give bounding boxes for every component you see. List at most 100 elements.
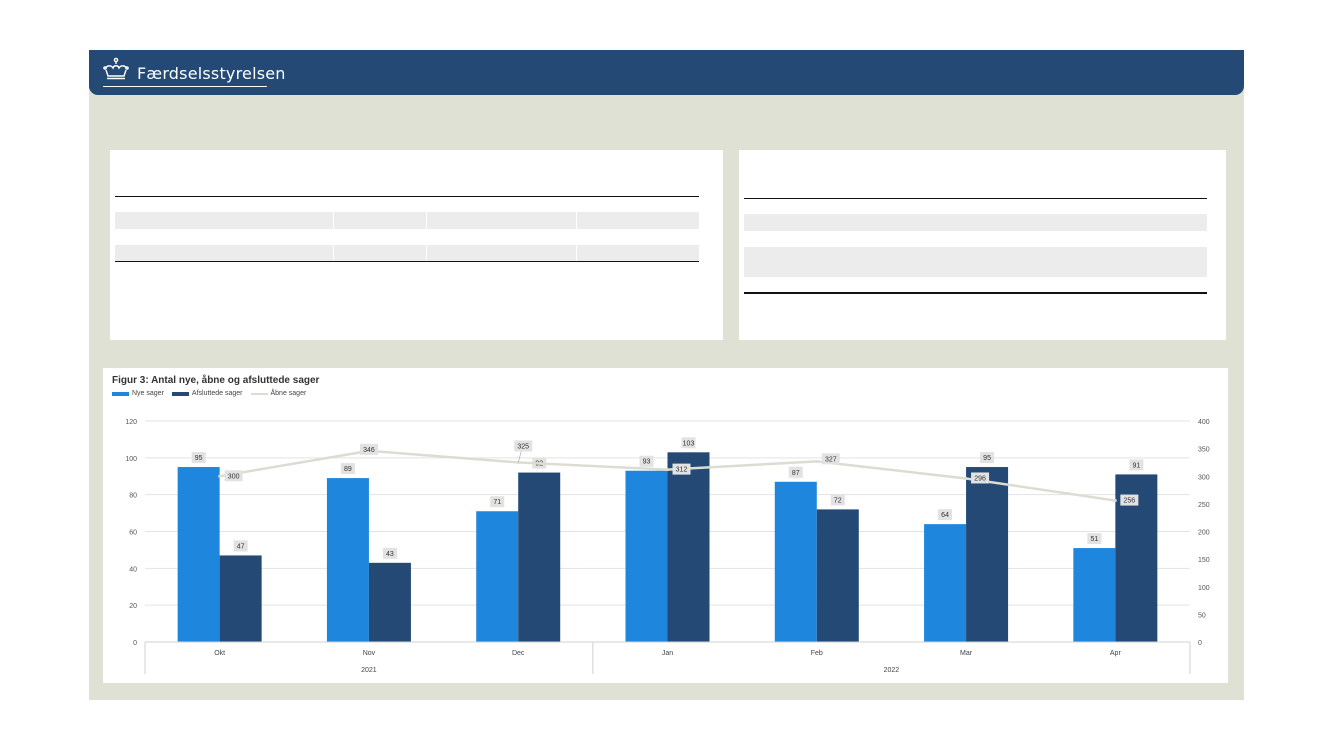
line-point-aabne xyxy=(815,459,819,463)
data-label: 71 xyxy=(493,499,501,506)
x-tick-label: Nov xyxy=(363,650,376,657)
legend-swatch-afsluttede xyxy=(171,391,189,396)
chart-panel: Figur 3: Antal nye, åbne og afsluttede s… xyxy=(103,368,1228,683)
y-tick-label: 60 xyxy=(129,530,137,537)
legend-item-aabne: Åbne sager xyxy=(250,390,307,397)
table-row-shaded xyxy=(115,212,699,229)
chart-title: Figur 3: Antal nye, åbne og afsluttede s… xyxy=(112,375,320,386)
group-label: 2021 xyxy=(361,667,377,674)
data-label: 93 xyxy=(643,459,651,466)
data-label-box xyxy=(191,452,206,464)
data-label: 95 xyxy=(983,455,991,462)
table-top-rule xyxy=(744,198,1207,199)
column-separator xyxy=(426,197,427,261)
column-separator xyxy=(576,197,577,261)
table-panel-right xyxy=(739,150,1226,340)
bar-afsluttede-sager xyxy=(518,472,561,642)
brand-name: Færdselsstyrelsen xyxy=(137,64,286,83)
data-label-box xyxy=(821,453,840,465)
y2-tick-label: 300 xyxy=(1198,474,1210,481)
table-bottom-rule xyxy=(115,261,699,262)
line-point-aabne xyxy=(1113,499,1117,503)
bar-nye-sager xyxy=(476,511,519,642)
legend-swatch-nye xyxy=(112,391,129,396)
chart-plot: 0 20 40 60 80 100 120 0 50 100 150 200 250 300 350 400 9… xyxy=(125,419,1210,674)
group-label: 2022 xyxy=(884,667,900,674)
data-label: 312 xyxy=(676,467,688,474)
y-tick-label: 40 xyxy=(129,566,137,573)
data-label-box xyxy=(1129,459,1144,471)
data-label-box xyxy=(233,540,248,552)
legend-item-nye: Nye sager xyxy=(112,390,164,397)
bar-nye-sager xyxy=(177,467,220,642)
bar-nye-sager xyxy=(625,470,668,642)
data-label: 325 xyxy=(517,443,529,450)
data-label: 91 xyxy=(1132,462,1140,469)
data-label-box xyxy=(382,547,397,559)
y2-tick-label: 350 xyxy=(1198,447,1210,454)
y-tick-label: 120 xyxy=(125,419,137,426)
line-point-aabne xyxy=(964,476,968,480)
x-tick-label: Mar xyxy=(960,650,973,657)
y-tick-label: 20 xyxy=(129,603,137,610)
brand-underline xyxy=(103,86,267,87)
legend-label-aabne: Åbne sager xyxy=(270,390,307,397)
x-tick-label: Jan xyxy=(662,650,673,657)
header-bar: Færdselsstyrelsen xyxy=(89,50,1244,95)
column-separator xyxy=(333,197,334,261)
bar-afsluttede-sager xyxy=(219,555,262,642)
data-label-box xyxy=(514,440,533,452)
data-label-box xyxy=(359,443,378,455)
bar-nye-sager xyxy=(924,524,967,642)
data-label-box xyxy=(681,437,696,449)
table-bottom-rule xyxy=(744,292,1207,294)
y2-tick-label: 400 xyxy=(1198,419,1210,426)
y2-tick-label: 150 xyxy=(1198,557,1210,564)
bar-afsluttede-sager xyxy=(667,452,710,642)
bar-afsluttede-sager xyxy=(816,509,859,642)
y2-tick-label: 250 xyxy=(1198,502,1210,509)
legend-label-afsluttede: Afsluttede sager xyxy=(191,390,243,397)
data-label-box xyxy=(639,455,654,467)
data-label: 300 xyxy=(228,473,240,480)
data-label-box xyxy=(1087,533,1102,545)
y-tick-label: 100 xyxy=(125,456,137,463)
data-label: 103 xyxy=(683,440,695,447)
data-label-box xyxy=(971,472,990,484)
data-label-box xyxy=(490,496,505,508)
y-tick-label: 80 xyxy=(129,493,137,500)
table-row-shaded xyxy=(744,247,1207,277)
data-label: 64 xyxy=(941,512,949,519)
y2-tick-label: 200 xyxy=(1198,530,1210,537)
data-label: 43 xyxy=(386,551,394,558)
data-label: 51 xyxy=(1090,536,1098,543)
y-tick-label: 0 xyxy=(133,640,137,647)
bar-afsluttede-sager xyxy=(368,562,411,642)
data-label: 95 xyxy=(195,455,203,462)
bar-nye-sager xyxy=(774,481,817,642)
bar-nye-sager xyxy=(1073,548,1116,642)
x-tick-label: Okt xyxy=(214,650,225,657)
report-frame: Færdselsstyrelsen Figur 3: Antal nye, åb… xyxy=(89,50,1244,700)
data-label: 87 xyxy=(792,470,800,477)
data-label: 72 xyxy=(834,497,842,504)
legend-label-nye: Nye sager xyxy=(132,390,164,397)
data-label: 327 xyxy=(825,456,837,463)
data-label-box xyxy=(224,470,243,482)
data-label: 89 xyxy=(344,466,352,473)
y2-tick-label: 100 xyxy=(1198,585,1210,592)
y2-tick-label: 50 xyxy=(1198,612,1206,619)
data-label-box xyxy=(672,463,691,475)
x-tick-label: Feb xyxy=(811,650,823,657)
data-label: 47 xyxy=(237,543,245,550)
x-tick-label: Dec xyxy=(512,650,525,657)
data-label-box xyxy=(938,509,953,521)
table-row-shaded xyxy=(744,214,1207,231)
data-label-box xyxy=(1120,494,1139,506)
data-label-box xyxy=(340,463,355,475)
data-label: 346 xyxy=(363,447,375,454)
line-point-aabne xyxy=(666,468,669,472)
label-leader xyxy=(517,451,522,463)
table-panel-left xyxy=(110,150,723,340)
line-point-aabne xyxy=(218,474,222,478)
